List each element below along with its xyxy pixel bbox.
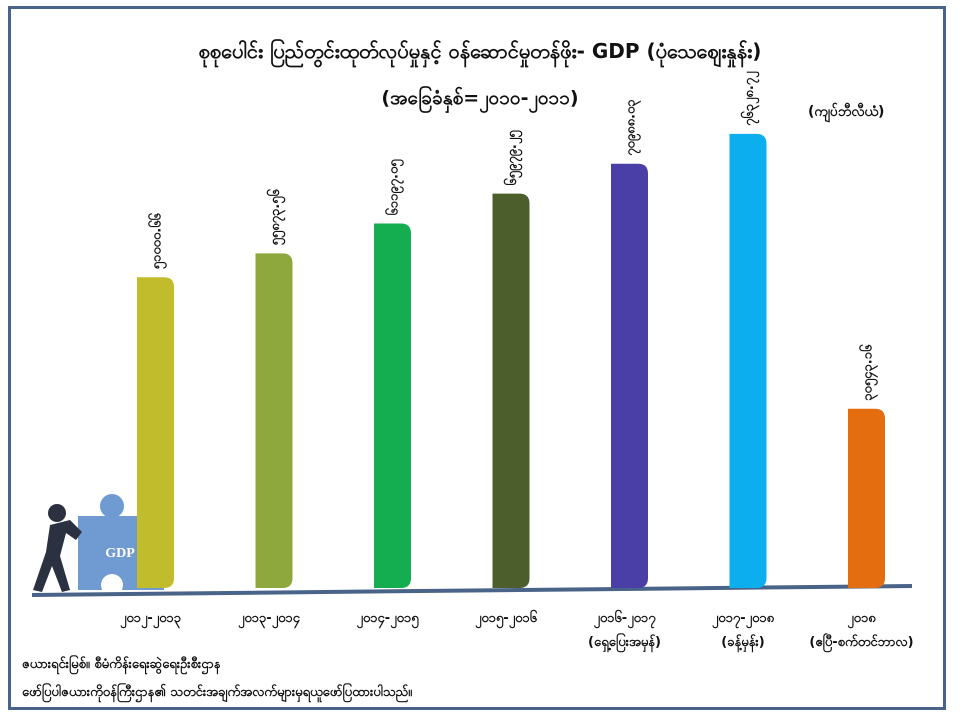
- category-label-5-sub: (ရှေ့ပြေးအမှန်): [588, 632, 661, 653]
- value-label-7: ၃၀၅၄၃.၁၆: [859, 344, 879, 401]
- value-label-3: ၆၁၁၉၇.၀၅: [385, 159, 405, 216]
- chart-title: စုစုပေါင်း ပြည်တွင်းထုတ်လုပ်မှုနှင့် ဝန်…: [198, 39, 762, 63]
- chart-frame: [8, 6, 946, 710]
- category-label-3: ၂၀၁၄-၂၀၁၅: [356, 611, 419, 629]
- x-axis-line: [31, 584, 913, 597]
- bar-4: [492, 193, 530, 588]
- value-label-1: ၅၁၀၀၀.၆၆: [148, 212, 168, 269]
- bar-5: [611, 163, 648, 588]
- value-label-2: ၅၅၈၇၃.၅၆: [266, 188, 286, 245]
- value-label-6: ၇၆၃၂၈.၇၂: [740, 71, 760, 126]
- value-label-5: ၇၀၉၈၈.၀၃: [624, 99, 642, 156]
- person-body: [33, 520, 82, 592]
- puzzle-notch-bottom: [101, 574, 123, 596]
- chart-subtitle: (အခြေခံနှစ်=၂၀၁၀-၂၀၁၁): [381, 87, 579, 109]
- unit-label: (ကျပ်ဘီလီယံ): [808, 104, 885, 120]
- puzzle-label: GDP: [105, 546, 135, 561]
- category-label-4: ၂၀၁၅-၂၀၁၆: [475, 609, 538, 629]
- category-label-5: ၂၀၁၆-၂၀၁၇: [593, 609, 656, 629]
- source-line-1: ဇယားရင်းမြစ်။ စီမံကိန်းရေးဆွဲရေးဦးစီးဌာန: [22, 657, 221, 672]
- category-label-1: ၂၀၁၂-၂၀၁၃: [120, 611, 182, 629]
- person-head: [48, 504, 66, 522]
- bar-6: [729, 133, 767, 588]
- bar-3: [374, 223, 411, 588]
- category-label-2: ၂၀၁၃-၂၀၁၄: [238, 611, 301, 629]
- puzzle-knob-top: [100, 494, 124, 518]
- value-label-4: ၆၅၉၇၉.၂၅: [503, 130, 523, 186]
- category-label-6-sub: (ခန့်မှန်း): [721, 633, 764, 653]
- bar-1: [137, 277, 174, 588]
- category-label-7: ၂၀၁၈: [847, 611, 876, 629]
- category-label-7-sub: (ဧပြီ-စက်တင်ဘာလ): [809, 633, 913, 653]
- bar-7: [848, 408, 885, 588]
- bar-2: [255, 253, 293, 588]
- category-label-6: ၂၀၁၇-၂၀၁၈: [712, 611, 775, 629]
- source-line-2: ဖော်ပြပါဇယားကိုဝန်ကြီးဌာန၏ သတင်းအချက်အလက…: [22, 685, 413, 700]
